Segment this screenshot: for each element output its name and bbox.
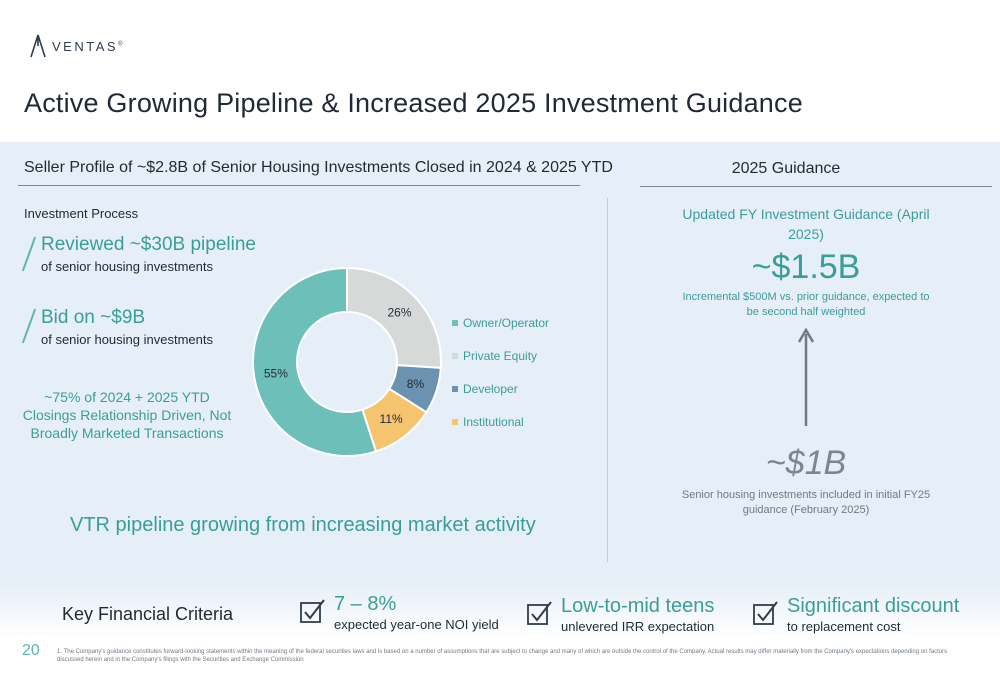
section-divider — [607, 198, 608, 562]
donut-slice — [346, 266, 442, 369]
step-pipeline-headline: Reviewed ~$30B pipeline — [41, 234, 256, 255]
criteria-item: Low-to-mid teens unlevered IRR expectati… — [527, 594, 714, 636]
left-heading-rule — [18, 185, 580, 186]
checkbox-check-icon — [527, 601, 552, 625]
ventas-logo: VENTAS® — [30, 34, 125, 58]
checkbox-check-icon — [753, 601, 778, 625]
criteria-item: Significant discount to replacement cost — [753, 594, 959, 636]
criteria-value: 7 – 8% — [334, 593, 397, 615]
legend-item: Owner/Operator — [452, 306, 549, 339]
legend-swatch — [452, 319, 458, 326]
donut-slice-label: 55% — [264, 366, 288, 380]
legend-label: Private Equity — [463, 348, 538, 363]
relationship-driven-note: ~75% of 2024 + 2025 YTD Closings Relatio… — [22, 389, 232, 441]
page-number: 20 — [22, 642, 40, 659]
criteria-description: to replacement cost — [787, 619, 901, 634]
right-heading-rule — [640, 186, 992, 187]
footnote: 1. The Company's guidance constitutes fo… — [57, 649, 948, 663]
prior-guidance-amount: ~$1B — [765, 444, 847, 482]
legend-label: Owner/Operator — [463, 315, 550, 330]
guidance-heading: 2025 Guidance — [731, 160, 841, 177]
donut-slice-label: 8% — [407, 377, 425, 391]
legend-item: Institutional — [452, 405, 549, 438]
step-bid-detail: of senior housing investments — [41, 332, 213, 347]
donut-slice-label: 11% — [380, 412, 403, 426]
seller-profile-heading: Seller Profile of ~$2.8B of Senior Housi… — [24, 159, 613, 176]
page-title: Active Growing Pipeline & Increased 2025… — [24, 88, 803, 118]
criteria-item: 7 – 8% expected year-one NOI yield — [300, 592, 499, 634]
donut-slice-label: 26% — [387, 306, 411, 320]
legend-item: Developer — [452, 372, 549, 405]
logo-wordmark: VENTAS® — [52, 38, 125, 54]
donut-slice — [361, 387, 428, 453]
criteria-value: Low-to-mid teens — [561, 595, 715, 617]
key-financial-criteria-title: Key Financial Criteria — [62, 604, 234, 624]
criteria-band — [0, 582, 1000, 685]
pipeline-growth-note: VTR pipeline growing from increasing mar… — [70, 514, 536, 536]
seller-profile-donut-chart: 55% 26% 8% 11% — [252, 266, 442, 457]
ventas-logo-mark-icon — [30, 34, 46, 58]
legend-swatch — [452, 385, 458, 392]
prior-guidance-note: Senior housing investments included in i… — [681, 489, 931, 516]
arrow-up-icon — [797, 328, 815, 426]
chart-legend: Owner/Operator Private Equity Developer … — [452, 306, 549, 438]
legend-swatch — [452, 418, 458, 425]
legend-swatch — [452, 352, 458, 359]
legend-label: Institutional — [463, 414, 524, 429]
step-pipeline-detail: of senior housing investments — [41, 259, 213, 274]
legend-item: Private Equity — [452, 339, 549, 372]
updated-guidance-title: Updated FY Investment Guidance (April 20… — [682, 206, 930, 242]
investment-process-heading: Investment Process — [24, 206, 139, 221]
legend-label: Developer — [463, 381, 518, 396]
updated-guidance-note: Incremental $500M vs. prior guidance, ex… — [682, 291, 930, 318]
criteria-value: Significant discount — [787, 595, 960, 617]
checkbox-check-icon — [300, 599, 325, 623]
step-bid-headline: Bid on ~$9B — [41, 307, 146, 328]
content-panel — [0, 142, 1000, 582]
donut-slice — [252, 266, 378, 457]
criteria-description: unlevered IRR expectation — [561, 619, 715, 634]
updated-guidance-amount: ~$1.5B — [751, 248, 861, 286]
criteria-description: expected year-one NOI yield — [334, 617, 499, 632]
